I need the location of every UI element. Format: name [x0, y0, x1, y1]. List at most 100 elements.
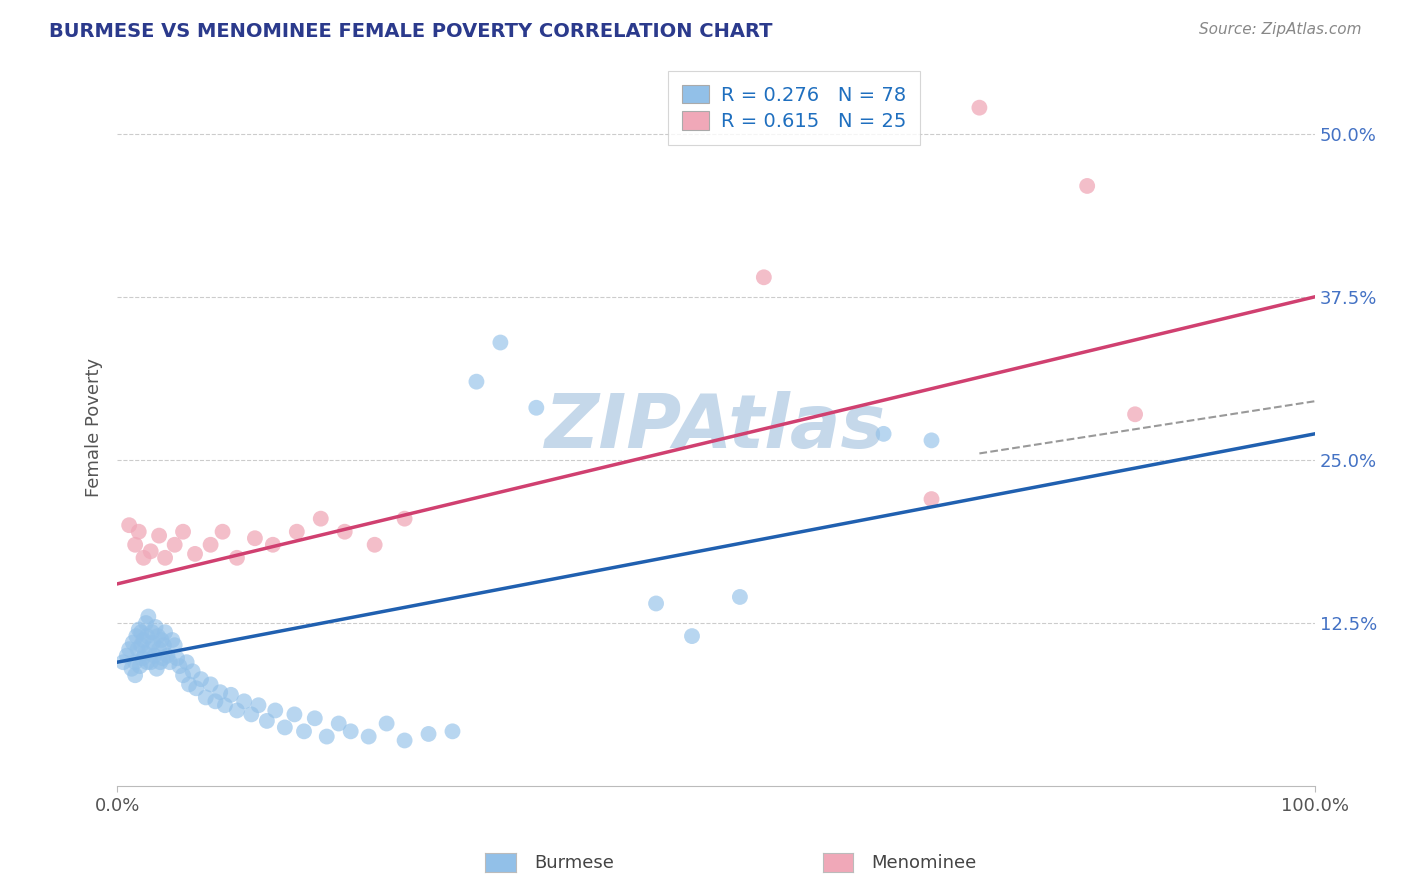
Point — [194, 690, 217, 705]
Point — [226, 703, 249, 717]
Point — [163, 538, 186, 552]
Point — [1076, 178, 1098, 193]
Point — [139, 655, 162, 669]
Point — [264, 703, 287, 717]
Point — [211, 524, 233, 539]
Point — [177, 677, 200, 691]
Point — [681, 629, 703, 643]
Point — [112, 655, 135, 669]
Point — [136, 629, 159, 643]
Point — [118, 642, 141, 657]
Point — [1123, 407, 1146, 421]
Point — [149, 655, 172, 669]
Point — [166, 651, 188, 665]
Point — [333, 524, 356, 539]
Text: Burmese: Burmese — [534, 855, 614, 872]
Point — [124, 538, 146, 552]
Point — [146, 629, 169, 643]
Point — [292, 724, 315, 739]
Point — [274, 721, 297, 735]
Point — [136, 655, 159, 669]
Point — [872, 426, 894, 441]
Point — [200, 538, 222, 552]
Point — [163, 638, 186, 652]
Point — [153, 625, 176, 640]
Point — [375, 716, 398, 731]
Point — [156, 648, 179, 663]
Point — [150, 632, 173, 647]
Point — [184, 547, 207, 561]
Point — [921, 434, 943, 448]
Point — [645, 597, 668, 611]
Point — [169, 659, 191, 673]
Point — [283, 707, 305, 722]
Point — [172, 524, 194, 539]
Point — [118, 518, 141, 533]
Point — [394, 511, 416, 525]
Point — [131, 651, 153, 665]
Point — [124, 668, 146, 682]
Point — [127, 642, 149, 657]
Point — [524, 401, 547, 415]
Text: Source: ZipAtlas.com: Source: ZipAtlas.com — [1198, 22, 1361, 37]
Point — [233, 694, 256, 708]
Point — [129, 625, 152, 640]
Point — [247, 698, 270, 713]
Y-axis label: Female Poverty: Female Poverty — [86, 358, 103, 497]
Point — [136, 609, 159, 624]
Point — [152, 651, 174, 665]
Text: Menominee: Menominee — [872, 855, 977, 872]
Point — [129, 638, 152, 652]
Point — [186, 681, 208, 696]
Point — [176, 655, 198, 669]
Point — [145, 662, 167, 676]
Point — [148, 642, 170, 657]
Point — [339, 724, 361, 739]
Point — [204, 694, 226, 708]
Point — [115, 648, 138, 663]
Point — [752, 270, 775, 285]
Point — [172, 668, 194, 682]
Point — [243, 531, 266, 545]
Point — [214, 698, 236, 713]
Point — [124, 655, 146, 669]
Point — [441, 724, 464, 739]
Point — [132, 632, 155, 647]
Point — [304, 711, 326, 725]
Text: ZIPAtlas: ZIPAtlas — [546, 391, 887, 464]
Point — [921, 492, 943, 507]
Point — [209, 685, 232, 699]
Point — [328, 716, 350, 731]
Point — [728, 590, 751, 604]
Point — [285, 524, 308, 539]
Point — [128, 623, 150, 637]
Point — [200, 677, 222, 691]
Legend: R = 0.276   N = 78, R = 0.615   N = 25: R = 0.276 N = 78, R = 0.615 N = 25 — [668, 71, 920, 145]
Point — [121, 635, 143, 649]
Point — [153, 638, 176, 652]
Point — [357, 730, 380, 744]
Point — [138, 642, 160, 657]
Point — [190, 672, 212, 686]
Text: BURMESE VS MENOMINEE FEMALE POVERTY CORRELATION CHART: BURMESE VS MENOMINEE FEMALE POVERTY CORR… — [49, 22, 773, 41]
Point — [240, 707, 263, 722]
Point — [129, 659, 152, 673]
Point — [153, 550, 176, 565]
Point — [134, 646, 156, 660]
Point — [219, 688, 242, 702]
Point — [121, 662, 143, 676]
Point — [315, 730, 337, 744]
Point — [181, 665, 204, 679]
Point — [256, 714, 278, 728]
Point — [162, 632, 184, 647]
Point — [394, 733, 416, 747]
Point — [139, 544, 162, 558]
Point — [148, 528, 170, 542]
Point — [159, 655, 181, 669]
Point — [226, 550, 249, 565]
Point — [143, 648, 166, 663]
Point — [132, 550, 155, 565]
Point — [363, 538, 385, 552]
Point — [489, 335, 512, 350]
Point — [309, 511, 332, 525]
